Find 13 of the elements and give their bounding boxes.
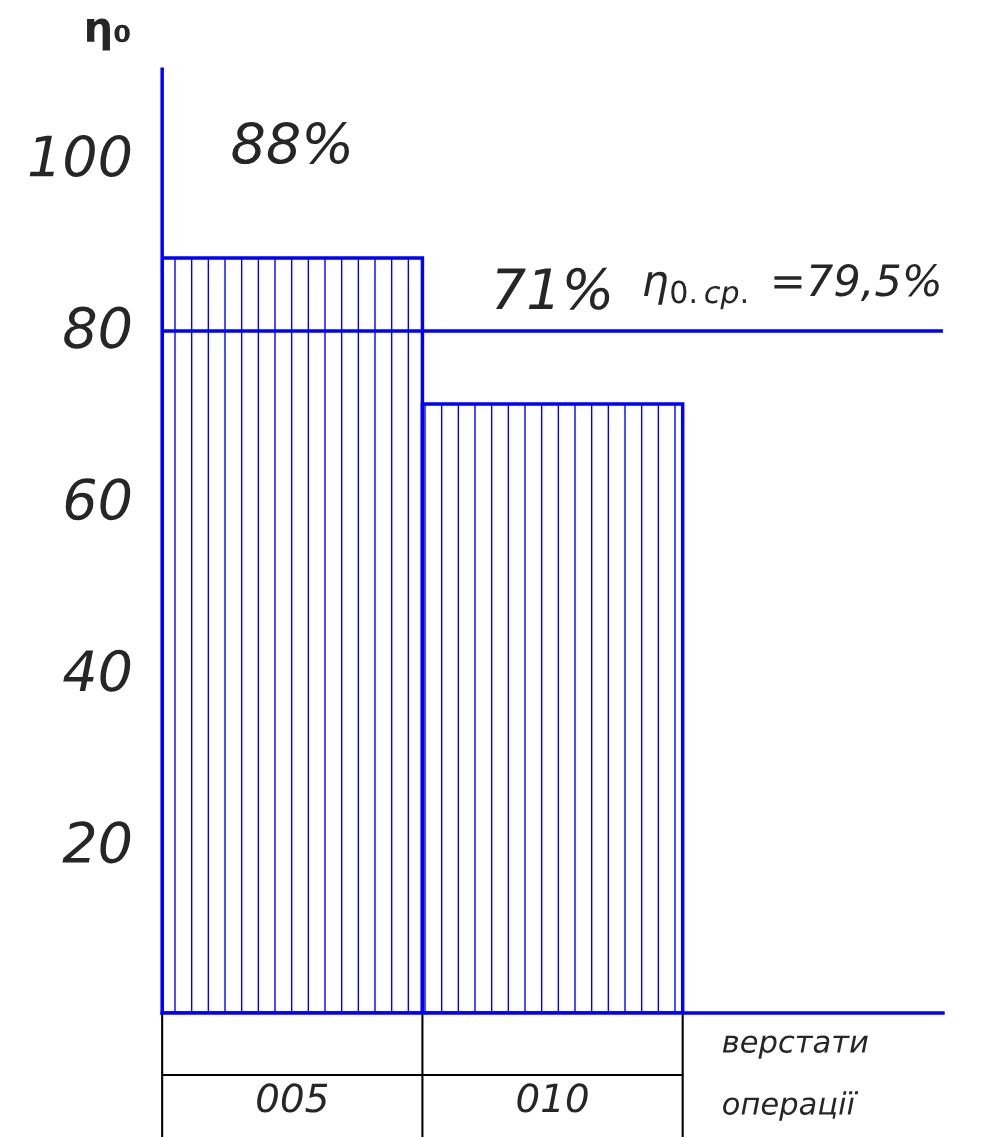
text: верстати [722,1035,868,1059]
y-tick-label: 40 [63,649,131,692]
y-tick-label: 20 [62,821,131,864]
ref-line-label: η$_{0.ср.}$ =79,5% [644,263,939,310]
x-tick-label: 010 [517,1083,588,1113]
x-tick-label: 005 [257,1083,328,1113]
data-label: 71% [495,267,610,310]
data-label: 88% [232,121,349,164]
text: операції [723,1091,859,1121]
y-tick-label: 100 [29,135,131,178]
y-tick-label: 80 [64,306,131,349]
y-axis-title: η₀ [87,18,130,51]
y-tick-label: 60 [65,478,131,521]
